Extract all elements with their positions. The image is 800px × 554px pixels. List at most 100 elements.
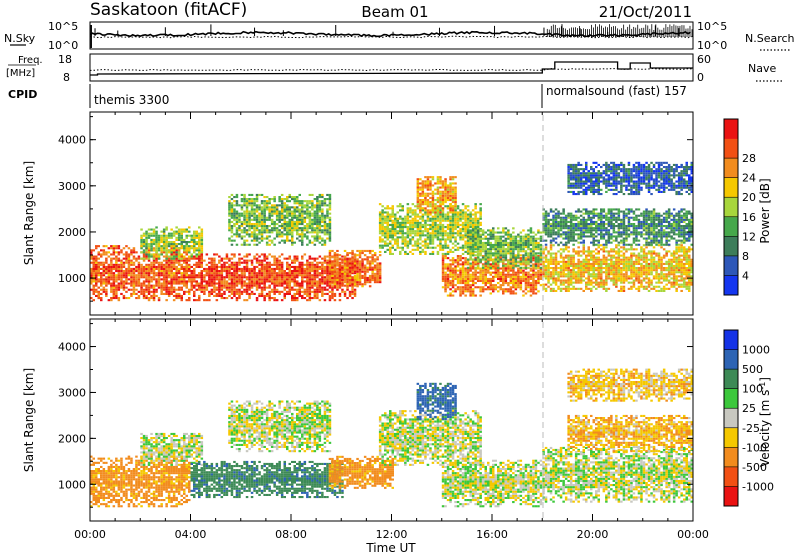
power-echo-cell [464, 288, 467, 291]
power-echo-cell [401, 234, 404, 237]
power-echo-cell [517, 269, 520, 272]
power-echo-cell [283, 278, 286, 281]
power-echo-cell [167, 241, 171, 244]
power-echo-cell [522, 277, 525, 280]
power-echo-cell [338, 299, 342, 302]
power-echo-cell [469, 277, 472, 280]
power-echo-cell [386, 211, 389, 214]
power-echo-cell [451, 269, 455, 272]
power-echo-cell [223, 261, 226, 264]
power-echo-cell [464, 250, 467, 253]
power-echo-cell [474, 229, 477, 232]
power-echo-cell [351, 283, 354, 286]
power-echo-cell [507, 290, 510, 293]
power-echo-cell [147, 265, 151, 268]
power-echo-cell [308, 218, 312, 221]
power-echo-cell [245, 278, 249, 281]
power-echo-cell [479, 228, 482, 231]
power-echo-cell [454, 207, 457, 210]
power-echo-cell [283, 210, 286, 213]
power-echo-cell [162, 276, 166, 279]
power-echo-cell [190, 236, 193, 239]
power-echo-cell [157, 236, 161, 239]
power-echo-cell [142, 253, 146, 256]
power-echo-cell [188, 234, 191, 237]
power-echo-cell [456, 248, 460, 251]
power-echo-cell [162, 282, 166, 285]
power-echo-cell [253, 233, 256, 236]
power-echo-cell [471, 294, 475, 297]
power-echo-cell [130, 249, 133, 252]
power-echo-cell [449, 194, 452, 197]
power-echo-cell [110, 245, 113, 248]
power-echo-cell [351, 284, 354, 287]
power-echo-cell [441, 277, 445, 280]
power-echo-cell [532, 288, 535, 291]
power-echo-cell [306, 272, 309, 275]
power-echo-cell [120, 284, 123, 287]
power-echo-cell [175, 245, 178, 248]
power-echo-cell [497, 273, 500, 276]
power-echo-cell [185, 236, 188, 239]
power-echo-cell [323, 225, 327, 228]
power-echo-cell [316, 218, 319, 221]
power-echo-cell [283, 288, 286, 291]
power-echo-cell [102, 290, 106, 293]
power-echo-cell [446, 192, 450, 195]
power-echo-cell [147, 228, 151, 231]
power-echo-cell [235, 233, 239, 236]
power-echo-cell [115, 274, 118, 277]
power-echo-cell [210, 270, 214, 273]
power-echo-cell [419, 217, 422, 220]
power-echo-cell [162, 280, 166, 283]
power-echo-cell [122, 280, 126, 283]
power-echo-cell [341, 264, 344, 267]
power-echo-cell [456, 259, 460, 262]
power-echo-cell [489, 250, 492, 253]
power-echo-cell [391, 252, 394, 255]
power-echo-cell [235, 274, 239, 277]
power-echo-cell [449, 192, 452, 195]
power-echo-cell [351, 281, 354, 284]
power-echo-cell [358, 254, 362, 257]
power-echo-cell [391, 230, 394, 233]
power-echo-cell [270, 288, 274, 291]
power-echo-cell [255, 214, 259, 217]
power-echo-cell [263, 196, 266, 199]
power-echo-cell [286, 237, 289, 240]
power-echo-cell [419, 201, 422, 204]
power-echo-cell [519, 257, 523, 260]
power-echo-cell [230, 225, 234, 228]
power-echo-cell [308, 282, 312, 285]
power-echo-cell [361, 258, 364, 261]
power-echo-cell [301, 231, 304, 234]
power-echo-cell [449, 190, 452, 193]
power-echo-cell [419, 223, 422, 226]
power-echo-cell [228, 237, 231, 240]
power-echo-cell [318, 200, 322, 203]
power-echo-cell [416, 242, 420, 245]
power-echo-cell [492, 284, 495, 287]
power-echo-cell [323, 270, 327, 273]
power-echo-cell [250, 198, 254, 201]
power-echo-cell [469, 237, 472, 240]
power-echo-cell [416, 196, 420, 199]
power-echo-cell [278, 282, 281, 285]
power-echo-cell [414, 226, 417, 229]
power-echo-cell [190, 280, 193, 283]
power-echo-cell [499, 248, 502, 251]
power-echo-cell [233, 233, 236, 236]
power-echo-cell [130, 284, 133, 287]
power-echo-cell [235, 288, 239, 291]
power-echo-cell [175, 255, 178, 258]
power-echo-cell [373, 276, 377, 279]
power-echo-cell [474, 227, 477, 230]
power-echo-cell [185, 280, 188, 283]
power-echo-cell [220, 288, 224, 291]
power-echo-cell [431, 238, 435, 241]
power-echo-cell [220, 259, 224, 262]
power-echo-cell [142, 270, 146, 273]
power-echo-cell [280, 239, 284, 242]
power-echo-cell [368, 256, 372, 259]
power-echo-cell [421, 215, 425, 218]
